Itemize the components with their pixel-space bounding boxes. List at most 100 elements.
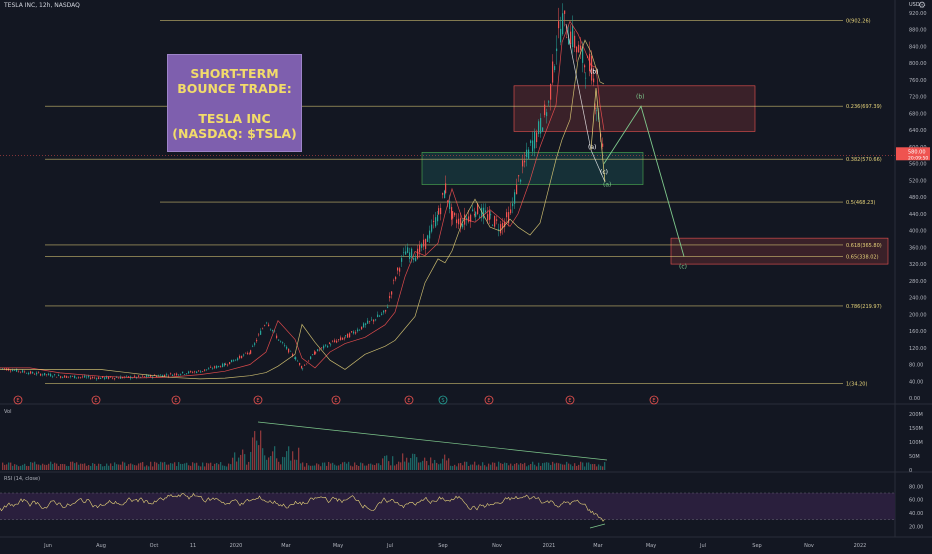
volume-bar [134, 465, 136, 470]
price-candle [220, 366, 222, 368]
volume-bar [346, 463, 348, 470]
price-candle [301, 365, 303, 369]
volume-bar [480, 465, 482, 470]
rsi-pane-label[interactable]: RSI (14, close) [4, 476, 41, 482]
price-candle [204, 369, 206, 371]
time-axis-tick: Aug [96, 543, 106, 549]
volume-bar [166, 464, 168, 470]
volume-bar [360, 462, 362, 470]
price-axis-tick: 720.00 [909, 95, 927, 101]
price-candle [423, 239, 425, 247]
volume-axis-tick: 50M [909, 454, 920, 460]
volume-bar [282, 456, 284, 470]
price-candle [188, 371, 190, 374]
earnings-marker[interactable] [253, 395, 263, 405]
earnings-marker[interactable] [565, 395, 575, 405]
price-candle [108, 376, 110, 379]
price-candle [98, 377, 100, 379]
price-candle [182, 371, 184, 374]
volume-bar [352, 466, 354, 470]
price-candle [451, 207, 453, 220]
earnings-marker[interactable] [484, 395, 494, 405]
target-zone[interactable] [670, 237, 889, 265]
earnings-marker[interactable] [331, 395, 341, 405]
price-candle [319, 349, 321, 351]
price-candle [28, 372, 30, 375]
volume-bar [252, 437, 254, 470]
volume-bar [448, 458, 450, 470]
earnings-marker[interactable] [438, 395, 448, 405]
support-zone[interactable] [421, 152, 644, 185]
volume-bar [52, 464, 54, 470]
earnings-marker[interactable] [649, 395, 659, 405]
gear-icon[interactable]: ⚙ [918, 1, 927, 11]
price-candle [148, 375, 150, 377]
volume-bar [464, 461, 466, 470]
price-candle [361, 326, 363, 330]
volume-bar [178, 462, 180, 470]
price-candle [532, 140, 534, 152]
volume-bar [306, 463, 308, 470]
price-candle [413, 258, 415, 260]
price-candle [452, 211, 454, 219]
volume-bar [18, 466, 20, 470]
price-candle [371, 319, 373, 321]
volume-bar [558, 463, 560, 470]
volume-pane-label[interactable]: Vol [4, 409, 12, 415]
earnings-marker-letter: E [334, 398, 337, 404]
volume-bar [102, 466, 104, 470]
rsi-divergence-line[interactable] [589, 523, 606, 529]
volume-bar [506, 463, 508, 470]
price-candle [96, 378, 98, 380]
projection-path[interactable] [603, 105, 685, 257]
symbol-header[interactable]: TESLA INC, 12h, NASDAQ [4, 2, 80, 9]
volume-bar [396, 464, 398, 470]
price-axis-tick: 880.00 [909, 28, 927, 34]
volume-bar [272, 451, 274, 470]
price-candle [456, 219, 458, 224]
price-candle [128, 376, 130, 378]
price-candle [40, 373, 42, 376]
price-candle [200, 371, 202, 373]
price-candle [385, 309, 387, 312]
volume-trendline[interactable] [257, 421, 608, 461]
price-candle [602, 143, 604, 147]
volume-bar [298, 447, 300, 470]
volume-bar [170, 463, 172, 470]
earnings-marker[interactable] [404, 395, 414, 405]
volume-bar [60, 464, 62, 470]
price-candle [425, 238, 427, 249]
volume-bar [64, 464, 66, 470]
volume-bar [276, 458, 278, 470]
earnings-marker[interactable] [91, 395, 101, 405]
earnings-marker[interactable] [13, 395, 23, 405]
volume-bar [496, 466, 498, 470]
volume-bar [546, 462, 548, 470]
price-candle [74, 375, 76, 379]
fib-level-label: 0.65(338.02) [846, 255, 879, 261]
volume-bar [2, 462, 4, 470]
earnings-marker[interactable] [171, 395, 181, 405]
price-candle [46, 374, 48, 375]
price-candle [4, 368, 6, 369]
annotation-line-2: BOUNCE TRADE: [177, 80, 292, 96]
volume-bar [4, 464, 6, 470]
price-candle [180, 374, 182, 375]
volume-bar [54, 462, 56, 470]
volume-bar [196, 462, 198, 470]
volume-bar [406, 457, 408, 470]
price-candle [470, 214, 472, 222]
moving-average-slow [0, 39, 605, 380]
time-axis-tick: Jun [43, 543, 52, 549]
earnings-marker-letter: E [256, 398, 259, 404]
volume-bar [70, 461, 72, 470]
annotation-box[interactable]: SHORT-TERM BOUNCE TRADE: TESLA INC (NASD… [167, 54, 302, 152]
volume-bar [572, 466, 574, 470]
volume-bar [94, 463, 96, 470]
resistance-zone[interactable] [513, 85, 756, 132]
price-candle [427, 235, 429, 242]
price-candle [338, 339, 340, 341]
price-candle [154, 374, 156, 376]
